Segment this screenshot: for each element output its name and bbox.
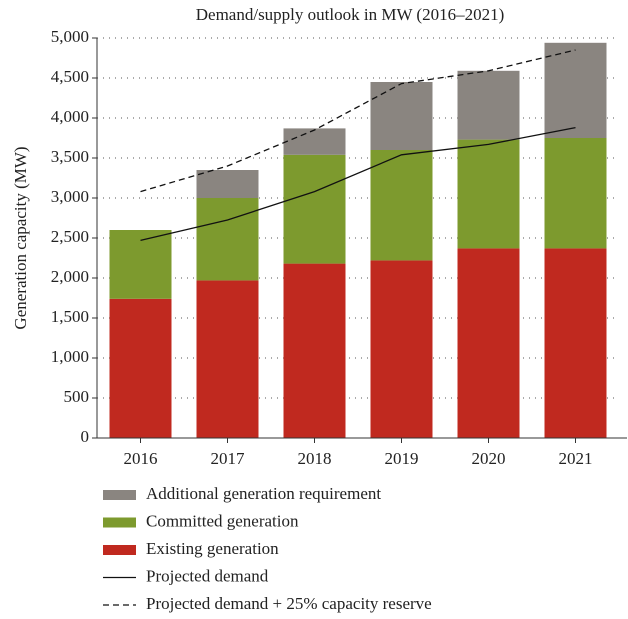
bar-segment [457, 139, 520, 249]
bar-segment [196, 280, 259, 438]
y-tick-label: 3,500 [51, 147, 89, 166]
legend-label: Projected demand + 25% capacity reserve [146, 594, 432, 613]
legend-swatch [103, 490, 136, 500]
legend-swatch [103, 517, 136, 528]
y-tick-label: 4,000 [51, 107, 89, 126]
bar-segment [457, 248, 520, 438]
x-tick-label: 2016 [124, 449, 158, 468]
x-tick-label: 2019 [385, 449, 419, 468]
chart-title: Demand/supply outlook in MW (2016–2021) [196, 5, 505, 24]
bar-segment [370, 150, 433, 261]
bar-segment [196, 170, 259, 198]
y-tick-label: 2,500 [51, 227, 89, 246]
x-tick-label: 2017 [211, 449, 246, 468]
bar-segment [457, 70, 520, 140]
bar-segment [544, 42, 607, 138]
bar-segment [283, 128, 346, 155]
legend-label: Existing generation [146, 539, 279, 558]
y-axis-label: Generation capacity (MW) [11, 146, 30, 329]
x-tick-label: 2021 [559, 449, 593, 468]
bar-segment [109, 230, 172, 299]
bar-segment [370, 82, 433, 150]
line [140, 126, 576, 242]
x-tick-label: 2018 [298, 449, 332, 468]
y-tick-label: 3,000 [51, 187, 89, 206]
y-tick-label: 2,000 [51, 267, 89, 286]
legend-swatch [103, 545, 136, 555]
bar-segment [283, 263, 346, 438]
bar-segment [196, 198, 259, 281]
bar-segment [370, 260, 433, 438]
legend-label: Projected demand [146, 566, 269, 585]
legend-label: Additional generation requirement [146, 484, 381, 503]
legend-label: Committed generation [146, 511, 299, 530]
line [140, 49, 576, 193]
y-tick-label: 1,000 [51, 347, 89, 366]
y-tick-label: 4,500 [51, 67, 89, 86]
y-tick-label: 0 [81, 427, 90, 446]
bar-segment [544, 138, 607, 249]
y-tick-label: 5,000 [51, 27, 89, 46]
x-tick-label: 2020 [472, 449, 506, 468]
bar-segment [109, 298, 172, 438]
y-tick-label: 1,500 [51, 307, 89, 326]
bar-segment [283, 154, 346, 264]
bar-segment [544, 248, 607, 438]
y-tick-label: 500 [64, 387, 90, 406]
